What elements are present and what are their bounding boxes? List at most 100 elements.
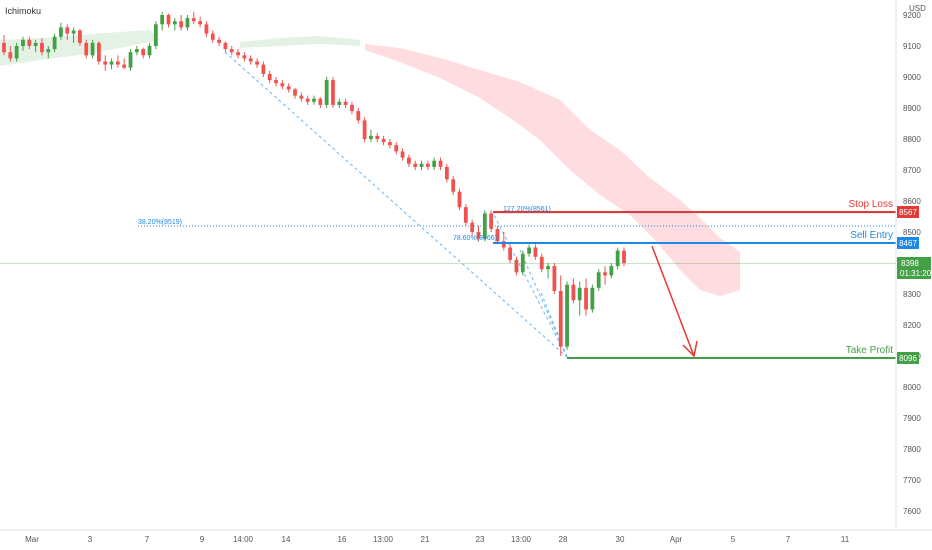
candle-body [248,58,253,62]
price-tick: 7900 [903,414,921,423]
time-tick: 30 [616,535,625,544]
candle-body [381,139,386,143]
currency-label[interactable]: USD [909,4,926,13]
candle-body [172,21,177,25]
candle-body [527,247,531,254]
candle-body [394,145,399,152]
candle-body [166,15,171,25]
price-tick: 8800 [903,135,921,144]
time-tick: 28 [559,535,568,544]
candle-body [115,61,120,65]
price-tick: 9000 [903,73,921,82]
candle-body [286,86,291,90]
candle-body [59,27,63,37]
candle-body [337,101,342,105]
candle-body [362,120,367,139]
candle-body [147,46,152,56]
candle-body [369,135,373,139]
candle-body [109,61,114,65]
candle-body [438,160,443,167]
price-tick: 8900 [903,104,921,113]
price-tick: 8300 [903,290,921,299]
candle-body [343,101,348,105]
candle-body [122,64,127,68]
candle-body [514,259,519,273]
candle-body [52,36,57,50]
candle-body [153,24,158,46]
candle-body [590,287,595,310]
time-tick: 14:00 [233,535,254,544]
candle-body [40,42,44,53]
fib-line [492,212,568,358]
candle-body [603,272,607,276]
candle-body [388,142,392,146]
candle-body [305,98,310,102]
time-tick: 13:00 [511,535,532,544]
candle-body [324,80,329,105]
candle-body [331,80,335,105]
candle-body [185,18,190,28]
time-tick: 13:00 [373,535,394,544]
candle-body [495,228,500,242]
candle-body [229,49,234,53]
candle-body [236,52,240,56]
candle-body [71,30,76,34]
candle-body [596,272,601,288]
candle-body [179,21,184,28]
candle-body [97,42,101,62]
candle-body [223,42,228,50]
stop-loss-tag [897,206,919,218]
candle-body [78,30,82,43]
candle-body [191,18,196,22]
candle-body [413,163,418,167]
candle-body [552,266,557,291]
candle-body [419,163,424,167]
time-tick: 23 [476,535,485,544]
candle-body [160,15,165,25]
time-tick: 11 [841,535,850,544]
fib-1272-label: 127.20%(8561) [503,206,551,213]
candle-body [444,166,449,180]
candle-body [577,287,582,301]
candle-body [14,46,19,59]
fib-786-label: 78.60%(8466) [453,235,497,242]
indicator-label: Ichimoku [5,6,41,16]
candle-body [571,284,576,301]
price-tick: 8000 [903,383,921,392]
sell-entry-tag-text: 8467 [899,239,917,248]
candle-body [210,33,215,40]
candle-body [457,191,462,208]
candle-body [217,39,221,43]
candle-body [609,266,614,276]
candle-body [508,247,513,260]
current-price-tag [897,257,931,279]
candle-body [400,151,405,158]
candle-body [312,98,316,102]
candle-body [65,27,70,34]
ichimoku-cloud [0,30,740,296]
fib-382-label: 38.20%(8519) [138,219,182,226]
time-tick: 21 [421,535,430,544]
candle-body [489,213,494,229]
price-tick: 9200 [903,11,921,20]
price-tick: 8600 [903,197,921,206]
candle-body [375,135,380,139]
price-tick: 9100 [903,42,921,51]
candle-body [21,39,25,46]
candle-body [350,104,354,112]
candle-body [451,179,456,192]
candle-body [103,61,108,65]
take-profit-label: Take Profit [846,345,893,356]
candle-body [539,256,544,270]
candle-body [558,290,563,347]
candle-body [546,266,550,270]
time-tick: 3 [88,535,93,544]
candle-body [584,287,588,310]
price-tick: 7800 [903,445,921,454]
time-axis[interactable]: Mar 3 7 9 14:00 14 16 13:00 21 23 13:00 28 30 Apr 5 7 11 [0,529,932,544]
candle-body [204,24,209,34]
candle-body [33,42,38,46]
cloud-bearish [365,44,740,296]
candle-body [520,253,525,273]
